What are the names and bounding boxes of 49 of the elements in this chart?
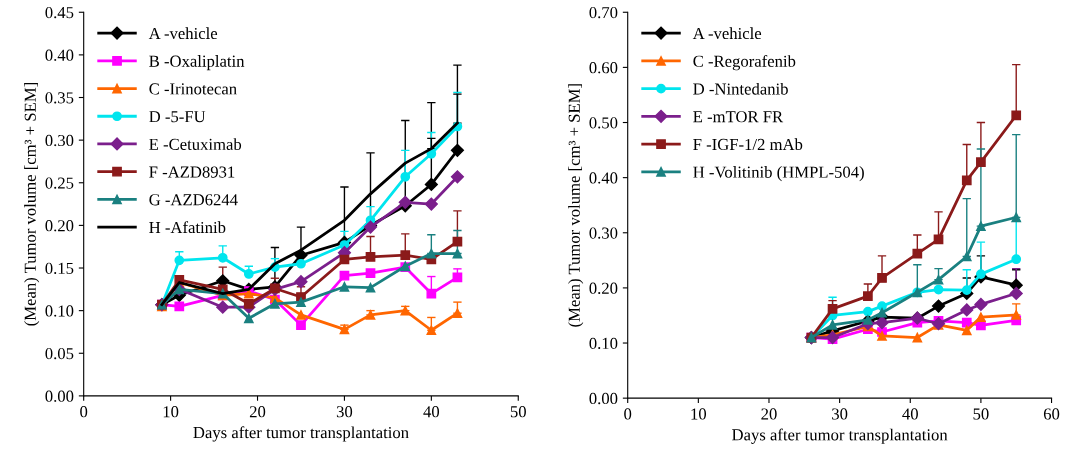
y-tick-label: 0.25 [45, 177, 74, 189]
y-axis-title: (Mean) Tumor volume [cm³ + SEM] [568, 84, 584, 327]
x-tick-label: 20 [249, 406, 266, 418]
x-tick-label: 40 [902, 408, 918, 420]
y-tick-label: 0.60 [589, 62, 618, 74]
x-axis-title: Days after tumor transplantation [732, 428, 948, 444]
legend-label: H -Afatinib [149, 221, 226, 234]
y-tick-label: 0.10 [45, 305, 74, 317]
y-tick-label: 0.40 [589, 172, 618, 184]
x-tick-label: 10 [163, 406, 179, 418]
x-tick-label: 50 [973, 408, 989, 420]
legend-label: D -Nintedanib [693, 82, 788, 95]
legend-label: B -Oxaliplatin [149, 55, 245, 71]
y-tick-label: 0.20 [45, 220, 74, 232]
legend-label: F -IGF-1/2 mAb [693, 138, 803, 151]
x-axis-title: Days after tumor transplantation [193, 426, 409, 442]
legend-label: C -Regorafenib [693, 54, 796, 71]
x-tick-label: 50 [510, 406, 526, 418]
x-tick-label: 0 [624, 408, 632, 420]
y-tick-label: 0.30 [45, 134, 74, 147]
legend-label: H -Volitinib (HMPL-504) [693, 166, 864, 182]
legend-label: E -mTOR FR [693, 111, 784, 123]
legend-label: G -AZD6244 [149, 194, 238, 206]
legend-label: A -vehicle [148, 27, 218, 40]
x-tick-label: 30 [336, 406, 353, 418]
legend-label: A -vehicle [692, 27, 762, 40]
y-tick-label: 0.05 [45, 347, 74, 360]
y-tick-label: 0.40 [45, 49, 74, 61]
y-tick-label: 0.00 [45, 390, 74, 402]
x-tick-label: 40 [423, 406, 440, 418]
y-tick-label: 0.10 [589, 337, 618, 350]
x-tick-label: 0 [80, 406, 88, 418]
y-tick-label: 0.15 [45, 262, 74, 275]
y-tick-label: 0.70 [589, 6, 618, 19]
y-tick-label: 0.50 [589, 117, 618, 129]
y-tick-label: 0.45 [45, 6, 74, 19]
x-tick-label: 60 [1043, 408, 1060, 420]
legend-label: F -AZD8931 [149, 166, 235, 178]
y-tick-label: 0.30 [589, 227, 618, 239]
legend-label: D -5-FU [149, 111, 206, 123]
y-tick-label: 0.35 [45, 92, 74, 104]
y-tick-label: 0.00 [589, 392, 618, 405]
legend-label: E -Cetuximab [149, 138, 242, 150]
y-axis-title: (Mean) Tumor volume [cm³ + SEM] [24, 83, 40, 326]
x-tick-label: 30 [832, 408, 848, 420]
y-tick-label: 0.20 [589, 282, 618, 294]
x-tick-label: 10 [691, 408, 707, 420]
legend-label: C -Irinotecan [149, 83, 237, 95]
x-tick-label: 20 [761, 408, 777, 420]
